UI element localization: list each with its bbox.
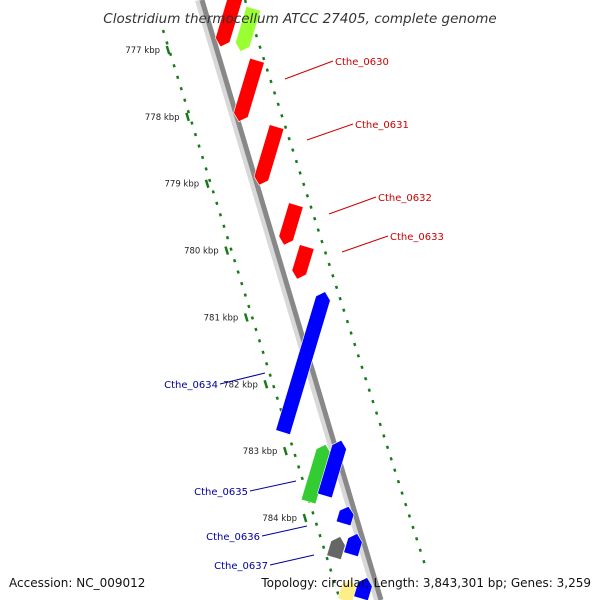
gene-label: Cthe_0637 [214, 561, 268, 572]
backbone-line [199, 0, 384, 600]
gene-label: Cthe_0634 [164, 380, 218, 391]
gene-label: Cthe_0635 [194, 487, 248, 498]
map-title: Clostridium thermocellum ATCC 27405, com… [103, 11, 496, 27]
outer-dotted-line [243, 0, 427, 566]
scale-tick-mark [165, 45, 171, 55]
scale-ticks: 777 kbp 778 kbp 779 kbp 780 kbp 781 kbp 782 k… [125, 45, 308, 524]
gene-arrow [278, 202, 304, 246]
gene-arrow [275, 291, 331, 435]
scale-tick-mark [204, 179, 210, 189]
gene-arrow [253, 124, 285, 186]
gene-label: Cthe_0630 [335, 57, 389, 68]
scale-tick-mark [224, 246, 230, 255]
gene-features [215, 0, 373, 600]
gene-leader-line [341, 235, 389, 253]
gene-leader-line [261, 525, 308, 537]
scale-tick-label: 782 kbp [223, 380, 258, 390]
topology-text: Topology: circular; Length: 3,843,301 bp… [260, 576, 591, 590]
gene-arrow [291, 244, 315, 280]
gene-arrow [326, 536, 346, 561]
gene-leader-line [284, 60, 334, 80]
scale-tick-mark [283, 446, 288, 456]
gene-arrow [317, 439, 347, 499]
dotted-guide-lines [161, 0, 427, 600]
gene-arrow [215, 0, 243, 48]
scale-tick-label: 783 kbp [243, 447, 278, 457]
gene-arrow [235, 5, 261, 52]
gene-leader-line [306, 123, 354, 141]
scale-tick-label: 779 kbp [165, 180, 200, 190]
accession-text: Accession: NC_009012 [9, 576, 145, 590]
gene-labels: Cthe_0630 Cthe_0631 Cthe_0632 Cthe_0633 Cthe… [164, 57, 444, 572]
gene-arrow [337, 579, 357, 600]
gene-label: Cthe_0632 [378, 193, 432, 204]
gene-arrow [335, 506, 355, 527]
gene-leader-line [328, 196, 377, 215]
gene-leader-line [269, 554, 315, 566]
gene-arrow [353, 577, 373, 600]
scale-tick-label: 777 kbp [125, 46, 160, 56]
scale-tick-label: 781 kbp [204, 313, 239, 323]
gene-leader-line [219, 372, 266, 385]
gene-arrow [343, 533, 363, 558]
gene-label: Cthe_0636 [206, 532, 260, 543]
gene-leader-line [249, 480, 297, 492]
backbone-shadow [195, 0, 382, 600]
scale-tick-mark [185, 112, 190, 122]
scale-tick-mark [302, 513, 308, 523]
gene-arrow [233, 57, 265, 123]
gene-label: Cthe_0631 [355, 120, 409, 131]
scale-tick-mark [243, 313, 249, 322]
genome-backbone [195, 0, 384, 600]
scale-tick-label: 784 kbp [262, 514, 297, 524]
scale-tick-label: 778 kbp [145, 113, 180, 123]
gene-label: Cthe_0633 [390, 232, 444, 243]
scale-tick-label: 780 kbp [184, 247, 219, 257]
scale-tick-mark [263, 379, 269, 389]
